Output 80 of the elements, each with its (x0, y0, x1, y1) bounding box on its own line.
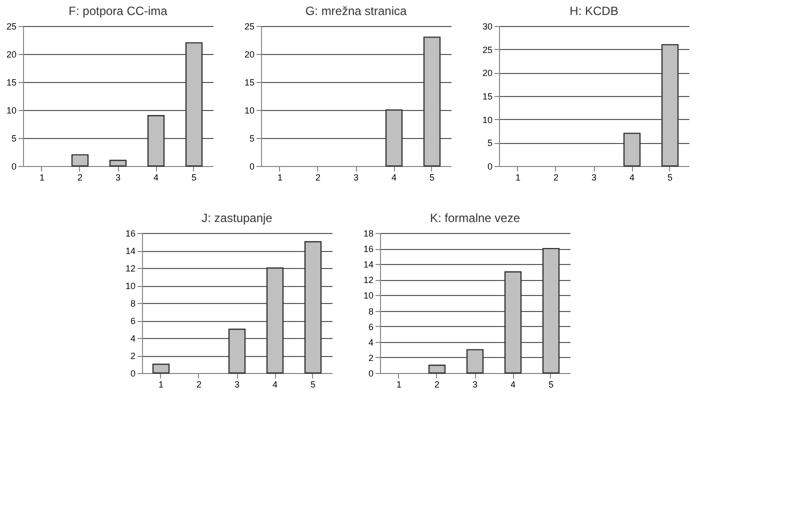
x-tick-label: 1 (39, 172, 45, 182)
bar (152, 364, 170, 374)
y-tick-label: 15 (6, 78, 16, 88)
bar (109, 160, 127, 167)
y-tick-label: 0 (368, 368, 374, 378)
x-tick-label: 1 (515, 172, 521, 182)
x-tick-label: 4 (510, 380, 516, 390)
y-tick-label: 10 (482, 114, 492, 125)
y-tick-label: 0 (130, 368, 136, 378)
x-tick-label: 1 (396, 380, 402, 390)
x-tick-label: 1 (158, 380, 164, 390)
y-tick-label: 6 (368, 322, 374, 332)
chart-title: F: potpora CC-ima (68, 4, 168, 18)
y-tick-label: 4 (368, 337, 374, 348)
y-tick-label: 12 (363, 275, 374, 286)
y-tick-label: 14 (363, 260, 374, 270)
y-tick-label: 2 (368, 352, 374, 363)
x-tick-label: 5 (191, 172, 197, 182)
bar (428, 364, 446, 374)
x-tick-label: 3 (234, 380, 240, 390)
x-tick-label: 5 (548, 380, 554, 390)
y-tick-label: 25 (6, 22, 16, 32)
x-tick-label: 4 (153, 172, 159, 182)
y-tick-label: 0 (487, 162, 492, 172)
bar (71, 154, 89, 167)
y-tick-label: 5 (487, 138, 492, 148)
y-tick-label: 18 (363, 228, 374, 238)
y-tick-label: 0 (249, 162, 254, 172)
x-tick-label: 1 (277, 172, 283, 182)
bar (147, 115, 165, 167)
x-tick-label: 5 (667, 172, 673, 182)
x-tick-label: 2 (77, 172, 83, 182)
y-tick-label: 8 (130, 298, 136, 308)
y-tick-label: 10 (6, 106, 16, 116)
y-tick-label: 15 (482, 92, 492, 102)
y-tick-label: 10 (244, 106, 254, 116)
y-tick-label: 20 (244, 50, 254, 60)
x-tick-label: 5 (310, 380, 316, 390)
x-tick-label: 2 (315, 172, 321, 182)
x-tick-label: 3 (353, 172, 359, 182)
y-tick-label: 6 (130, 316, 136, 326)
y-tick-label: 14 (125, 246, 136, 256)
x-tick-label: 4 (391, 172, 397, 182)
chart-title: H: KCDB (570, 4, 618, 18)
y-tick-label: 5 (11, 134, 16, 144)
bar (504, 271, 522, 374)
chart-title: G: mrežna stranica (305, 4, 408, 18)
x-tick-label: 2 (553, 172, 559, 182)
chart-title: K: formalne veze (430, 211, 520, 225)
x-tick-label: 2 (434, 380, 440, 390)
bar (266, 267, 284, 374)
bar (304, 241, 322, 374)
x-tick-label: 3 (472, 380, 478, 390)
bar (185, 42, 203, 167)
y-tick-label: 10 (125, 281, 136, 291)
x-tick-label: 5 (429, 172, 435, 182)
y-tick-label: 20 (482, 68, 492, 78)
x-tick-label: 4 (272, 380, 278, 390)
bar (228, 328, 246, 374)
bar (466, 349, 484, 374)
x-tick-label: 3 (591, 172, 597, 182)
chart-title: J: zastupanje (202, 211, 273, 225)
y-tick-label: 4 (130, 334, 136, 344)
x-tick-label: 4 (629, 172, 635, 182)
y-tick-label: 16 (125, 228, 136, 238)
y-tick-label: 20 (6, 50, 16, 60)
x-tick-label: 2 (196, 380, 202, 390)
y-tick-label: 8 (368, 306, 374, 316)
y-tick-label: 2 (130, 351, 136, 361)
y-tick-label: 15 (244, 78, 254, 88)
y-tick-label: 30 (482, 22, 492, 32)
y-tick-label: 25 (244, 22, 254, 32)
y-tick-label: 16 (363, 244, 374, 254)
y-tick-label: 5 (249, 134, 254, 144)
y-tick-label: 10 (363, 290, 374, 301)
bar (542, 248, 560, 374)
x-tick-label: 3 (115, 172, 121, 182)
y-tick-label: 0 (11, 162, 16, 172)
y-tick-label: 25 (482, 44, 492, 55)
y-tick-label: 12 (125, 264, 136, 274)
